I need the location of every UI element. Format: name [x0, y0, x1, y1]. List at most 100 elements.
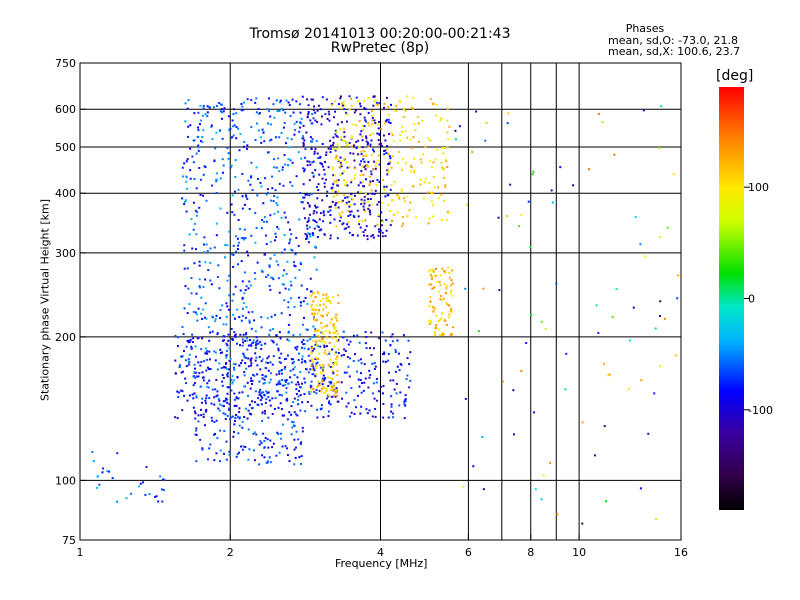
echo-point: [365, 135, 368, 138]
echo-point: [313, 333, 316, 336]
echo-point: [295, 348, 298, 351]
echo-point: [251, 342, 254, 345]
echo-point: [369, 213, 372, 216]
echo-point: [207, 367, 210, 370]
echo-point: [286, 397, 289, 400]
echo-point: [348, 141, 351, 144]
echo-point: [384, 360, 387, 363]
echo-point: [309, 213, 312, 216]
echo-point: [307, 113, 310, 116]
echo-point: [258, 391, 261, 394]
echo-point: [181, 166, 184, 169]
echo-point: [335, 156, 338, 159]
echo-point: [250, 362, 253, 365]
echo-point: [254, 277, 257, 280]
echo-point: [313, 369, 316, 372]
echo-point: [219, 110, 222, 113]
echo-point: [233, 317, 236, 320]
echo-point: [311, 122, 314, 125]
echo-point: [343, 371, 346, 374]
echo-point: [246, 417, 249, 420]
echo-point: [357, 378, 360, 381]
echo-point: [238, 417, 241, 420]
echo-point: [225, 354, 228, 357]
echo-point: [282, 126, 285, 129]
echo-point: [373, 367, 376, 370]
echo-point: [310, 193, 313, 196]
echo-point: [471, 151, 474, 154]
echo-point: [343, 183, 346, 186]
echo-point: [329, 205, 332, 208]
echo-point: [303, 156, 306, 159]
x-tick-label: 2: [227, 546, 234, 559]
echo-point: [433, 331, 436, 334]
echo-point: [404, 400, 407, 403]
echo-point: [336, 194, 339, 197]
echo-point: [285, 99, 288, 102]
echo-point: [369, 180, 372, 183]
echo-point: [302, 124, 305, 127]
echo-point: [353, 159, 356, 162]
echo-point: [421, 119, 424, 122]
echo-point: [399, 363, 402, 366]
echo-point: [206, 358, 209, 361]
echo-point: [186, 399, 189, 402]
echo-point: [197, 111, 200, 114]
echo-point: [263, 439, 266, 442]
echo-point: [440, 317, 443, 320]
echo-point: [242, 302, 245, 305]
echo-point: [234, 333, 237, 336]
echo-point: [383, 185, 386, 188]
echo-point: [323, 182, 326, 185]
echo-point: [294, 456, 297, 459]
echo-point: [334, 391, 337, 394]
echo-point: [327, 376, 330, 379]
echo-point: [304, 410, 307, 413]
echo-point: [210, 184, 213, 187]
echo-point: [363, 202, 366, 205]
echo-point: [204, 347, 207, 350]
echo-point: [444, 292, 447, 295]
echo-point: [346, 223, 349, 226]
echo-point: [383, 149, 386, 152]
echo-point: [305, 328, 308, 331]
echo-point: [248, 207, 251, 210]
echo-point: [387, 169, 390, 172]
echo-point: [231, 194, 234, 197]
echo-point: [235, 455, 238, 458]
echo-point: [244, 362, 247, 365]
echo-point: [229, 357, 232, 360]
echo-point: [322, 386, 325, 389]
echo-point: [328, 400, 331, 403]
echo-point: [187, 358, 190, 361]
echo-point: [267, 151, 270, 154]
echo-point: [375, 101, 378, 104]
echo-point: [375, 399, 378, 402]
echo-point: [199, 286, 202, 289]
echo-point: [283, 367, 286, 370]
echo-point: [348, 108, 351, 111]
echo-point: [419, 178, 422, 181]
echo-point: [381, 235, 384, 238]
echo-point: [312, 105, 315, 108]
echo-point: [301, 430, 304, 433]
echo-point: [257, 129, 260, 132]
echo-point: [318, 218, 321, 221]
echo-point: [549, 462, 552, 465]
echo-point: [293, 411, 296, 414]
echo-point: [241, 448, 244, 451]
echo-point: [392, 412, 395, 415]
echo-point: [185, 187, 188, 190]
echo-point: [327, 410, 330, 413]
y-tick-label: 750: [55, 57, 76, 70]
echo-point: [201, 317, 204, 320]
echo-point: [302, 323, 305, 326]
echo-point: [391, 134, 394, 137]
echo-point: [333, 382, 336, 385]
echo-point: [634, 216, 637, 219]
echo-point: [174, 416, 177, 419]
echo-point: [207, 269, 210, 272]
echo-point: [333, 180, 336, 183]
echo-point: [231, 119, 234, 122]
echo-point: [364, 331, 367, 334]
